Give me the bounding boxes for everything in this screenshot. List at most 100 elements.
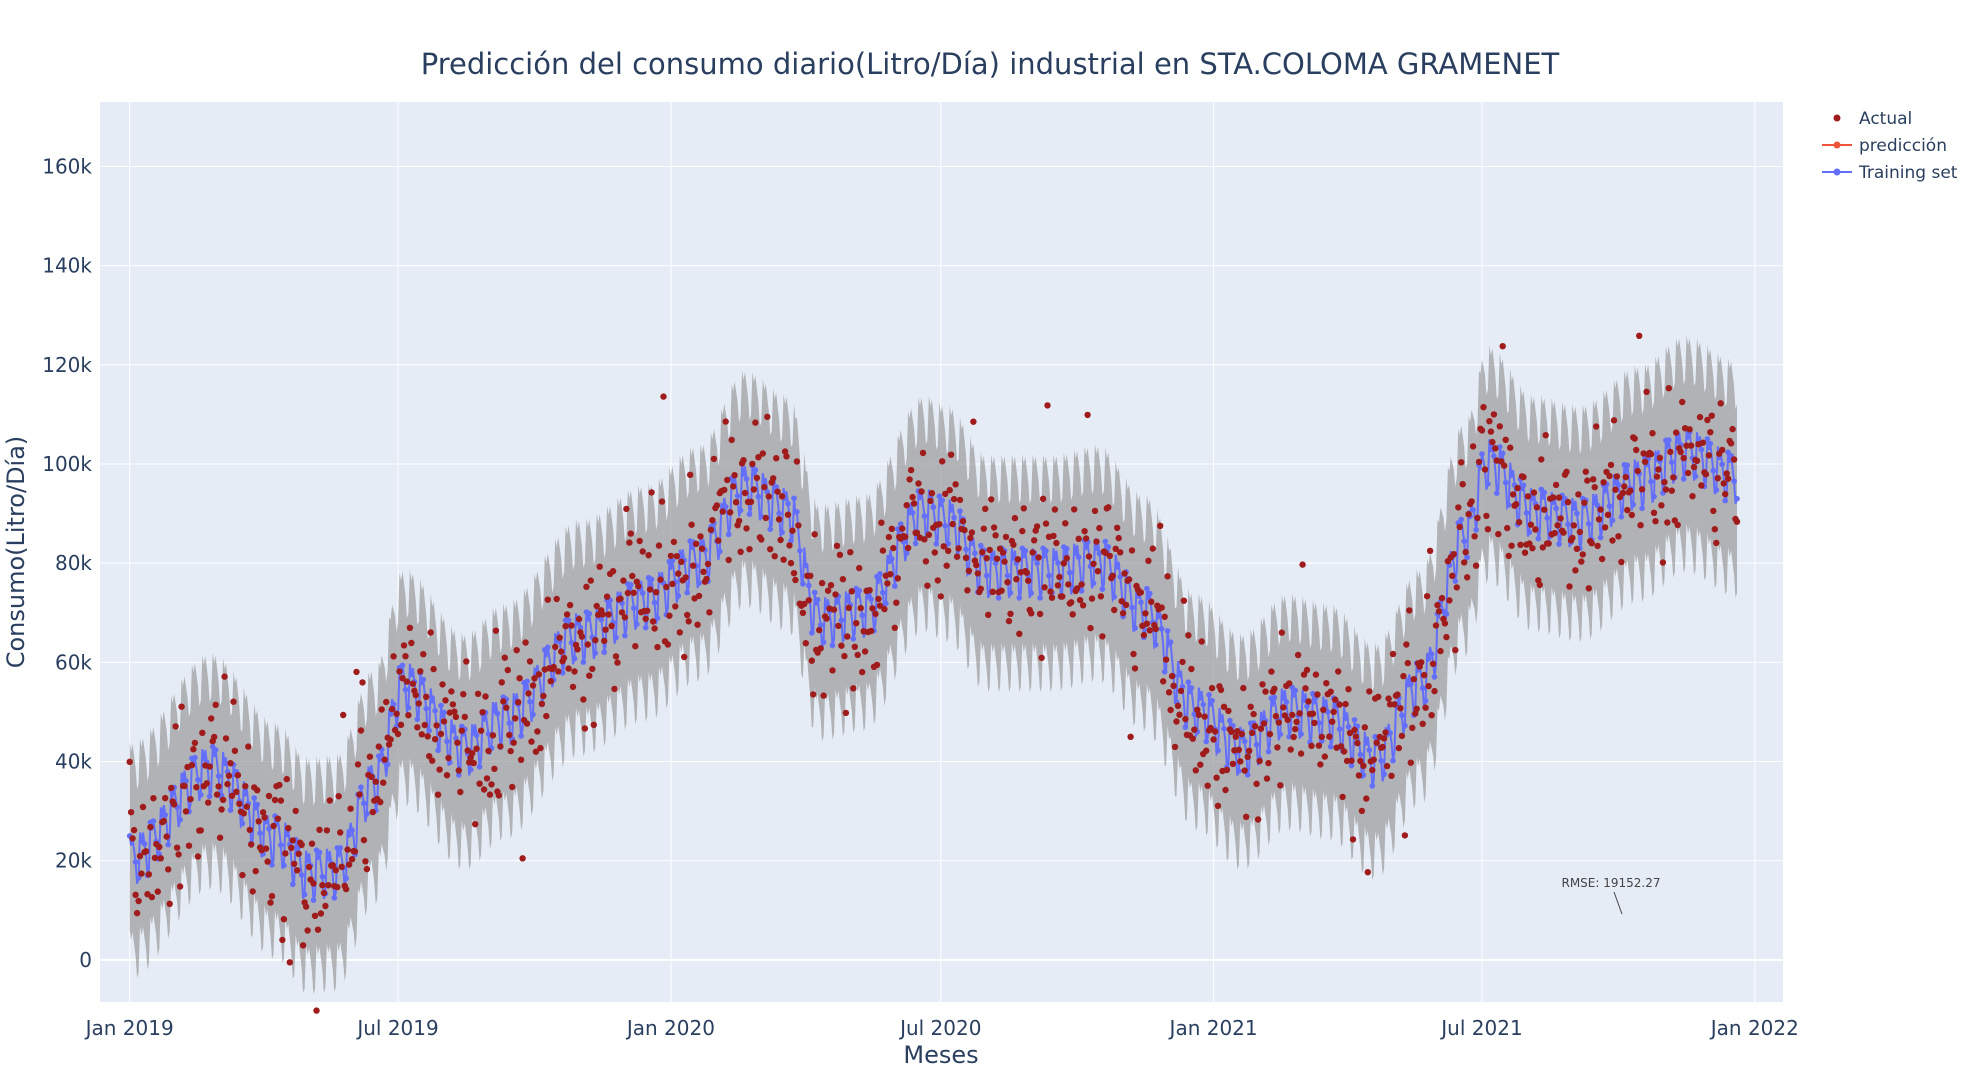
actual-point [841, 652, 848, 660]
actual-point [1453, 584, 1461, 591]
training-point [432, 707, 438, 714]
actual-point [836, 551, 844, 558]
training-point [390, 701, 397, 708]
actual-point [802, 640, 809, 647]
actual-point [689, 562, 697, 569]
actual-point [801, 600, 808, 608]
training-point [746, 511, 753, 517]
training-point [1327, 743, 1334, 750]
actual-point [560, 654, 568, 662]
actual-point [722, 418, 729, 425]
actual-point [952, 481, 959, 488]
actual-point [544, 596, 551, 603]
actual-point [1471, 533, 1478, 540]
actual-point [1145, 557, 1152, 564]
training-point [1630, 501, 1636, 508]
actual-point [1280, 704, 1287, 711]
actual-point [1339, 793, 1346, 801]
actual-point [651, 625, 658, 632]
actual-point [1551, 529, 1558, 537]
actual-point [664, 641, 672, 648]
actual-point [1594, 542, 1601, 550]
actual-point [1096, 524, 1103, 532]
actual-point [190, 746, 197, 753]
actual-point [1652, 518, 1659, 525]
actual-point [509, 783, 516, 791]
training-point [1348, 762, 1355, 769]
actual-point [602, 626, 609, 633]
legend-item[interactable]: predicción [1822, 136, 1947, 156]
training-point [791, 495, 797, 502]
actual-point [408, 639, 415, 647]
actual-point [1011, 514, 1019, 522]
training-point [281, 862, 287, 869]
actual-point [528, 738, 535, 745]
actual-point [1081, 528, 1088, 535]
actual-point [1422, 704, 1429, 711]
actual-point [732, 499, 740, 506]
training-point [325, 855, 332, 862]
actual-point [750, 486, 758, 493]
training-point [1399, 712, 1405, 719]
actual-point [197, 827, 204, 834]
actual-point [1480, 404, 1487, 411]
actual-point [1410, 676, 1418, 683]
training-point [1722, 497, 1728, 504]
training-point [1185, 679, 1192, 685]
actual-point [434, 791, 442, 798]
actual-point [1593, 423, 1600, 430]
actual-point [752, 419, 759, 426]
x-tick-label: Jan 2021 [1168, 1016, 1258, 1040]
actual-point [421, 721, 428, 729]
training-point [162, 812, 168, 818]
training-point [1624, 462, 1631, 469]
actual-point [878, 519, 885, 526]
actual-point [918, 488, 925, 495]
training-point [1422, 698, 1429, 704]
actual-point [188, 761, 196, 769]
actual-point [682, 574, 689, 581]
actual-point [483, 775, 491, 782]
actual-point [1099, 633, 1106, 640]
actual-point [334, 883, 341, 891]
actual-point [667, 552, 675, 560]
training-point [420, 676, 427, 683]
actual-point [1001, 558, 1008, 565]
actual-point [1643, 388, 1650, 395]
actual-point [243, 803, 250, 810]
legend-item[interactable]: Training set [1822, 163, 1958, 183]
actual-point [436, 766, 443, 773]
actual-point [163, 833, 170, 840]
actual-point [1054, 582, 1062, 589]
training-point [337, 845, 344, 851]
actual-point [1311, 719, 1318, 727]
training-point [1606, 503, 1613, 509]
actual-point [1125, 576, 1133, 583]
actual-point [1241, 767, 1248, 774]
training-point [773, 484, 779, 490]
actual-point [219, 796, 227, 803]
actual-point [1076, 596, 1084, 604]
training-point [1390, 757, 1396, 764]
actual-point [1475, 458, 1483, 466]
actual-point [543, 712, 550, 720]
training-point [1494, 490, 1500, 497]
actual-point [1185, 632, 1192, 639]
actual-point [443, 772, 451, 779]
actual-point [1222, 786, 1229, 794]
legend[interactable]: Actual predicción Training set [1822, 109, 1958, 183]
actual-point [1078, 581, 1085, 588]
actual-point [1670, 474, 1677, 481]
legend-item[interactable]: Actual [1833, 109, 1913, 129]
actual-point [1082, 535, 1090, 542]
actual-point [784, 511, 792, 518]
actual-point [639, 548, 646, 555]
actual-point [230, 698, 237, 705]
actual-point [580, 696, 587, 703]
actual-point [937, 593, 944, 600]
actual-point [1638, 486, 1646, 493]
training-point [628, 582, 634, 588]
actual-point [740, 457, 747, 464]
actual-point [703, 575, 710, 583]
actual-point [777, 536, 784, 544]
